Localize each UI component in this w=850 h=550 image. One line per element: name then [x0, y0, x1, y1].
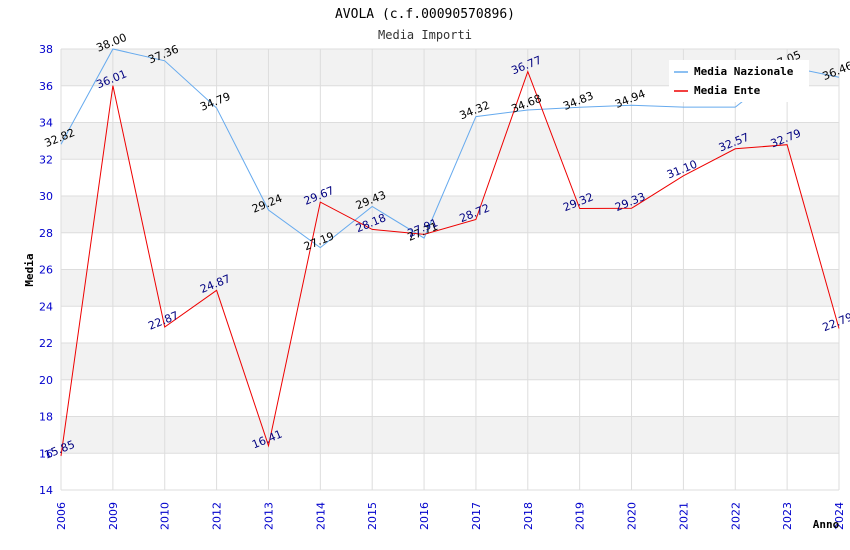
x-tick-label: 2017 — [470, 502, 483, 530]
legend: Media Nazionale Media Ente — [669, 60, 809, 102]
y-tick-label: 36 — [39, 80, 53, 93]
y-tick-label: 28 — [39, 227, 53, 240]
grid-band — [61, 269, 839, 307]
series-group — [60, 48, 840, 457]
y-tick-label: 30 — [39, 190, 53, 203]
x-tick-label: 2024 — [833, 502, 846, 530]
y-tick-label: 34 — [39, 117, 53, 130]
x-tick-label: 2016 — [418, 502, 431, 530]
series-line-media-ente — [60, 70, 840, 457]
x-tick-label: 2021 — [677, 502, 690, 530]
chart-title: AVOLA (c.f.00090570896) — [335, 7, 515, 22]
y-axis-label: Media — [23, 253, 36, 286]
x-axis-label: Anno — [813, 518, 840, 531]
x-tick-label: 2020 — [626, 502, 639, 530]
x-tick-label: 2014 — [314, 502, 327, 530]
y-tick-label: 14 — [39, 484, 53, 497]
x-tick-label: 2015 — [366, 502, 379, 530]
y-tick-label: 38 — [39, 43, 53, 56]
x-tick-label: 2013 — [262, 502, 275, 530]
y-tick-label: 20 — [39, 374, 53, 387]
x-tick-label: 2006 — [55, 502, 68, 530]
grid-lines — [60, 48, 840, 491]
series-line-media-nazionale — [60, 48, 840, 249]
y-tick-label: 24 — [39, 300, 53, 313]
grid-band — [61, 453, 839, 490]
x-tick-label: 2023 — [781, 502, 794, 530]
legend-box — [669, 60, 809, 102]
legend-label-media-nazionale: Media Nazionale — [694, 65, 794, 78]
x-tick-label: 2012 — [211, 502, 224, 530]
y-axis-ticks: 14 16 18 20 22 24 26 28 30 32 34 36 38 — [39, 43, 53, 497]
chart-subtitle: Media Importi — [378, 28, 472, 42]
legend-label-media-ente: Media Ente — [694, 84, 761, 97]
x-tick-label: 2010 — [159, 502, 172, 530]
x-tick-label: 2019 — [574, 502, 587, 530]
y-tick-label: 32 — [39, 153, 53, 166]
y-tick-label: 22 — [39, 337, 53, 350]
grid-band — [61, 306, 839, 343]
grid-band — [61, 232, 839, 270]
y-tick-label: 18 — [39, 411, 53, 424]
x-tick-label: 2022 — [729, 502, 742, 530]
grid-band — [61, 416, 839, 454]
grid-band — [61, 343, 839, 380]
x-tick-label: 2018 — [522, 502, 535, 530]
y-tick-label: 16 — [39, 447, 53, 460]
grid-band — [61, 122, 839, 160]
y-tick-label: 26 — [39, 264, 53, 277]
x-tick-label: 2009 — [107, 502, 120, 530]
x-axis-ticks: 2006 2009 2010 2012 2013 2014 2015 2016 2017 2018… — [55, 502, 846, 530]
grid-band — [61, 379, 839, 417]
